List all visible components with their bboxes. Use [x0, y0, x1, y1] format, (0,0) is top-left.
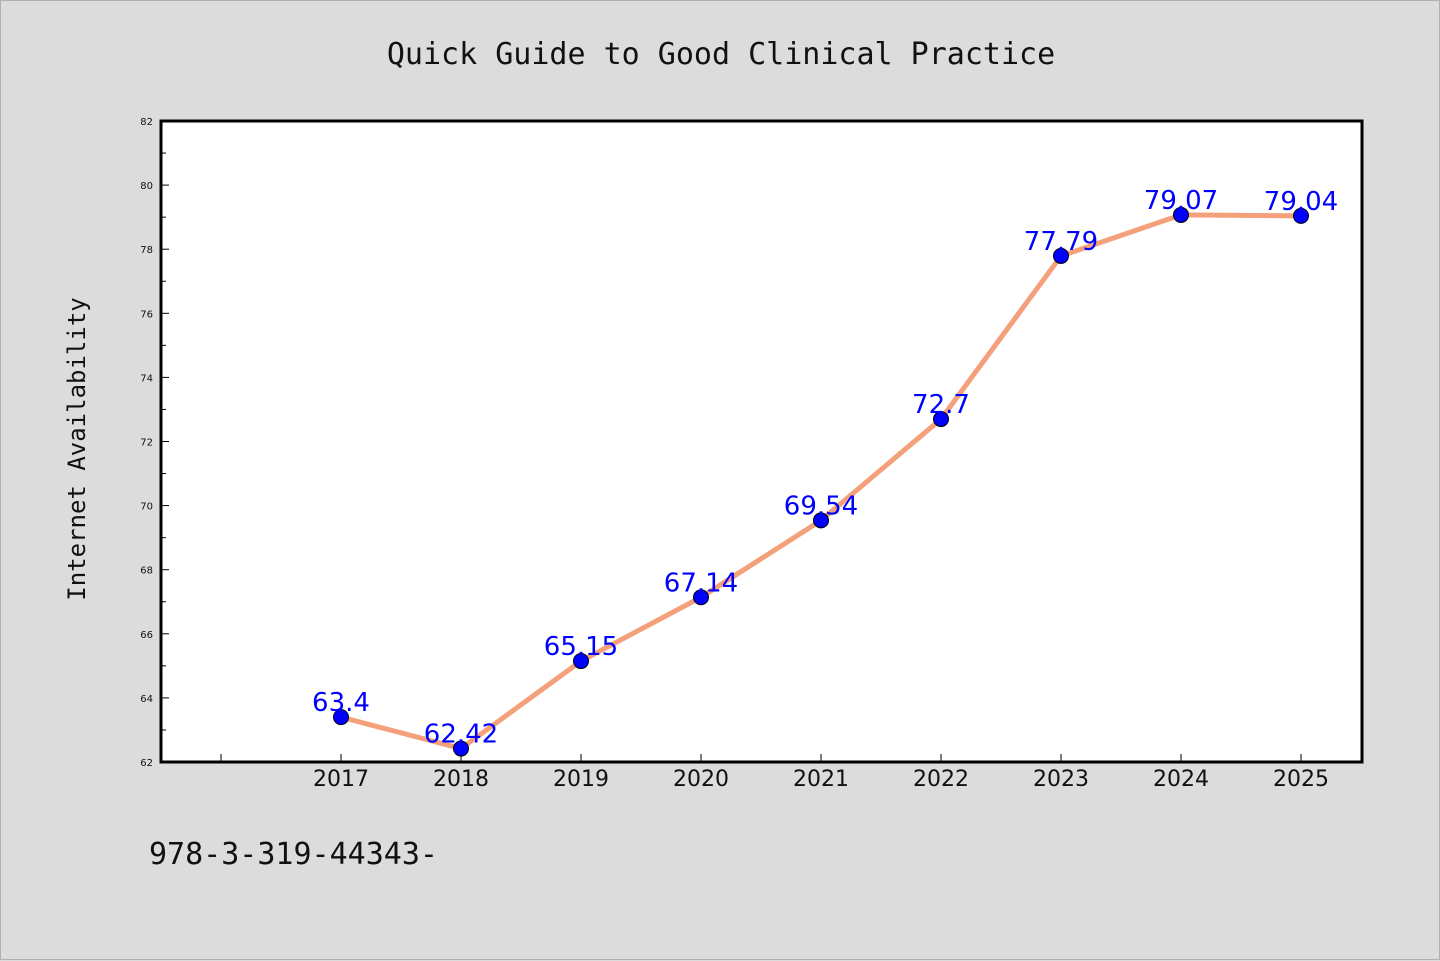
y-tick-label: 82: [140, 117, 153, 128]
data-point: [333, 709, 349, 726]
y-tick-label: 66: [140, 630, 153, 641]
plot-area: [159, 119, 1364, 764]
y-tick-label: 72: [140, 438, 153, 449]
data-point: [1053, 247, 1069, 264]
y-tick-label: 74: [140, 373, 153, 384]
y-tick-label: 64: [140, 694, 153, 705]
y-tick-label: 68: [140, 566, 153, 577]
data-point: [813, 512, 829, 529]
y-axis-label: Internet Availability: [63, 297, 91, 600]
data-label: 79.04: [1264, 187, 1338, 217]
x-tick-label: 2019: [553, 767, 609, 792]
data-point: [1173, 206, 1189, 223]
data-point: [453, 740, 469, 757]
y-axis-ticks: 62 64 66 68 70 72 74 76 78 80 82: [140, 117, 169, 769]
x-tick-label: 2022: [913, 767, 969, 792]
data-label: 65.15: [544, 632, 618, 662]
x-axis-ticks: 2017 2018 2019 2020 2021 2022 2023 2024 2025: [220, 754, 1329, 792]
data-point: [1293, 207, 1309, 224]
data-label: 67.14: [664, 568, 738, 598]
y-tick-label: 62: [140, 758, 153, 769]
x-tick-label: 2020: [673, 767, 729, 792]
x-tick-label: 2018: [433, 767, 489, 792]
data-label: 72.7: [912, 390, 970, 420]
y-tick-label: 80: [140, 181, 153, 192]
data-label: 77.79: [1024, 227, 1098, 257]
footer-text: 978-3-319-44343-: [149, 837, 438, 872]
data-label: 62.42: [424, 720, 498, 750]
y-tick-label: 76: [140, 309, 153, 320]
data-label: 69.54: [784, 491, 858, 521]
chart-title: Quick Guide to Good Clinical Practice: [387, 37, 1055, 72]
data-label: 63.4: [312, 688, 370, 718]
y-tick-label: 78: [140, 245, 153, 256]
x-tick-label: 2025: [1273, 767, 1329, 792]
x-tick-label: 2021: [793, 767, 849, 792]
data-point: [693, 589, 709, 606]
data-label: 79.07: [1144, 186, 1218, 216]
x-tick-label: 2017: [313, 767, 369, 792]
series-layer: 63.4 62.42 65.15 67.14 69.54 72.7 77.79 79.07 79…: [312, 186, 1338, 757]
x-tick-label: 2023: [1033, 767, 1089, 792]
x-tick-label: 2024: [1153, 767, 1209, 792]
data-point: [573, 653, 589, 670]
data-point: [933, 411, 949, 428]
y-tick-label: 70: [140, 502, 153, 513]
